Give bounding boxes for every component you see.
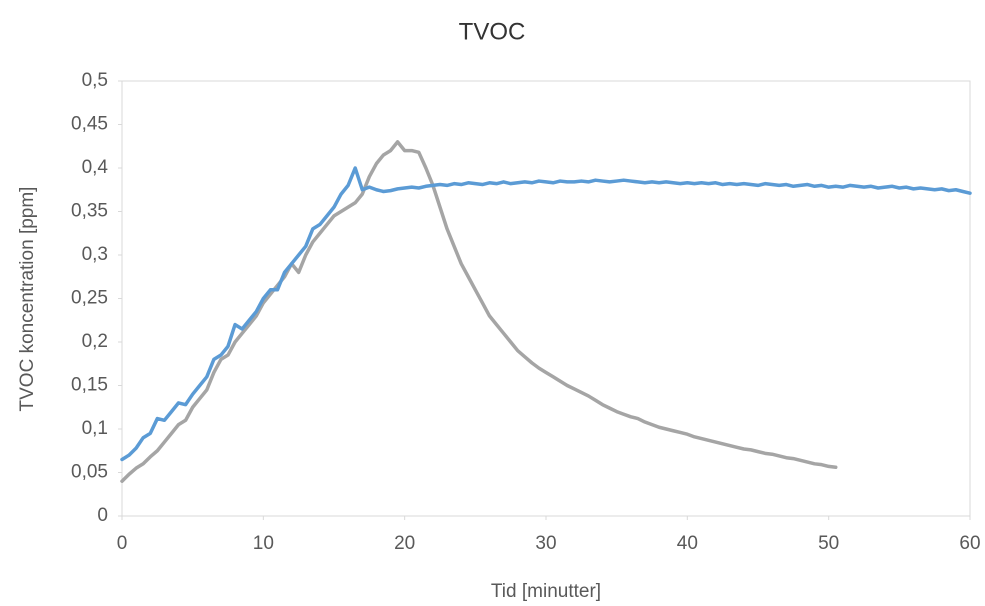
- y-tick-label: 0: [97, 505, 108, 526]
- y-tick-label: 0,5: [82, 70, 108, 91]
- x-tick-label: 10: [253, 533, 274, 554]
- y-tick-label: 0,3: [82, 244, 108, 265]
- y-tick-label: 0,1: [82, 418, 108, 439]
- data-line: [120, 166, 972, 462]
- x-tick-label: 20: [394, 533, 415, 554]
- x-tick-label: 40: [677, 533, 698, 554]
- x-axis-label: Tid [minutter]: [491, 581, 601, 602]
- y-tick-label: 0,25: [71, 288, 108, 309]
- y-tick-label: 0,35: [71, 201, 108, 222]
- y-tick-label: 0,45: [71, 114, 108, 135]
- data-line: [120, 140, 838, 483]
- x-tick-label: 50: [818, 533, 839, 554]
- plot-area: [121, 80, 971, 517]
- y-axis-label: TVOC koncentration [ppm]: [17, 187, 38, 412]
- y-tick-label: 0,2: [82, 331, 108, 352]
- y-tick-label: 0,05: [71, 462, 108, 483]
- y-tick-label: 0,4: [82, 157, 109, 178]
- x-tick-label: 60: [959, 533, 980, 554]
- y-tick-label: 0,15: [71, 375, 108, 396]
- x-tick-label: 30: [535, 533, 556, 554]
- x-tick-label: 0: [117, 533, 128, 554]
- chart-title: TVOC: [459, 18, 526, 45]
